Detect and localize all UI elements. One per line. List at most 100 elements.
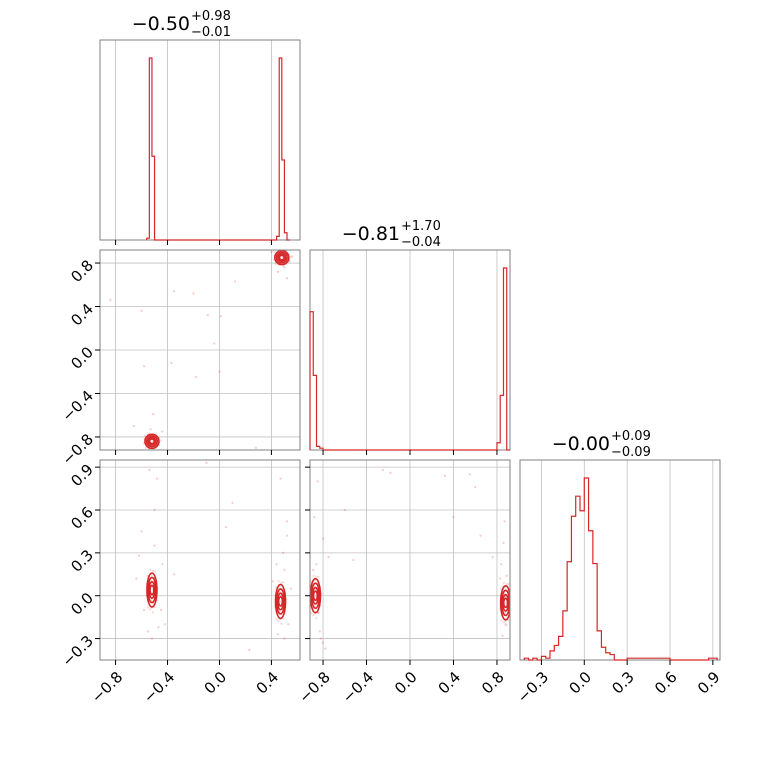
pair-panel-1-ytick-label: −0.8 xyxy=(59,430,97,468)
pair-panel-3-sample-point xyxy=(443,474,446,477)
pair-panel-3-sample-point xyxy=(315,563,318,566)
pair-panel-1-ytick-label: 0.8 xyxy=(67,256,97,286)
pair-panel-1-sample-point xyxy=(233,280,237,283)
pair-panel-2-sample-point xyxy=(159,608,163,612)
pair-panel-3-sample-point xyxy=(505,574,508,577)
pair-panel-2-cluster-point xyxy=(149,568,152,572)
pair-panel-3-cluster-point xyxy=(499,587,503,590)
pair-panel-1-sample-point xyxy=(194,375,198,379)
pair-panel-3-sample-point xyxy=(381,468,385,472)
pair-panel-1-sample-point xyxy=(172,290,176,293)
pair-panel-2-xtick-label: −0.4 xyxy=(140,668,178,706)
pair-panel-1-sample-point xyxy=(270,250,273,254)
pair-panel-2-ytick-label: 0.0 xyxy=(67,589,97,619)
pair-panel-3-sample-point xyxy=(499,577,502,580)
pair-panel-3-cluster-point xyxy=(312,613,315,617)
pair-panel-3-contour xyxy=(502,593,510,612)
pair-panel-3-sample-point xyxy=(501,634,504,637)
pair-panel-3-sample-point xyxy=(474,485,477,489)
pair-panel-3-xtick-label: 0.4 xyxy=(435,668,465,698)
pair-panel-2-cluster-point xyxy=(280,622,283,626)
pair-panel-1-sample-point xyxy=(132,424,135,428)
pair-panel-2-sample-point xyxy=(285,520,289,523)
pair-panel-3-sample-point xyxy=(352,558,355,562)
pair-panel-1-sample-point xyxy=(109,298,112,302)
pair-panel-1-sample-point xyxy=(152,412,155,416)
pair-panel-2-sample-point xyxy=(205,461,208,465)
pair-panel-3-sample-point xyxy=(343,508,346,512)
pair-panel-2-ytick-label: 0.3 xyxy=(67,546,97,576)
pair-panel-3-sample-point xyxy=(317,611,320,615)
pair-panel-2-sample-point xyxy=(281,551,285,555)
pair-panel-2-sample-point xyxy=(289,587,293,590)
pair-panel-2-cluster-point xyxy=(146,574,149,577)
pair-panel-1-ytick-label: 0.0 xyxy=(67,343,97,373)
pair-panel-1-cluster-point xyxy=(282,264,285,268)
pair-panel-3-contour xyxy=(499,585,510,621)
pair-panel-2-sample-point xyxy=(248,648,251,652)
pair-panel-2-contour xyxy=(146,572,158,608)
hist-panel-2-title-value: −0.81 xyxy=(342,223,400,245)
pair-panel-3-cluster-point xyxy=(507,582,510,586)
pair-panel-1-sample-point xyxy=(170,361,173,365)
pair-panel-1-sample-point xyxy=(283,266,286,269)
pair-panel-1-sample-point xyxy=(206,314,209,317)
pair-panel-2-cluster-point xyxy=(151,611,155,614)
pair-panel-3-sample-point xyxy=(504,623,507,626)
pair-panel-2-sample-point xyxy=(224,525,228,529)
pair-panel-2-sample-point xyxy=(285,534,289,537)
hist-panel-3-xtick-label: 0.9 xyxy=(694,668,724,698)
pair-panel-2-cluster-point xyxy=(277,619,280,622)
pair-panel-2-sample-point xyxy=(157,625,160,629)
pair-panel-2-sample-point xyxy=(287,623,290,626)
pair-panel-3-sample-point xyxy=(321,537,325,540)
pair-panel-3-sample-point xyxy=(313,515,316,519)
pair-panel-3-sample-point xyxy=(468,473,471,476)
pair-panel-2-sample-point xyxy=(155,477,159,480)
pair-panel-1-sample-point xyxy=(291,255,294,258)
pair-panel-1-sample-point xyxy=(142,365,146,368)
pair-panel-1-contour xyxy=(148,438,156,445)
pair-panel-2-sample-point xyxy=(283,568,286,572)
pair-panel-2-sample-point xyxy=(142,608,146,612)
pair-panel-2-contour xyxy=(274,583,287,620)
pair-panel-3-sample-point xyxy=(316,480,319,483)
pair-panel-1-sample-point xyxy=(161,430,164,433)
pair-panel-3-xtick-label: −0.8 xyxy=(295,668,333,706)
pair-panel-2-frame xyxy=(99,459,301,661)
pair-panel-3-sample-point xyxy=(452,515,455,519)
pair-panel-2-sample-point xyxy=(135,577,138,580)
pair-panel-3-content xyxy=(310,468,510,650)
hist-panel-1-title-lower: −0.01 xyxy=(191,25,231,40)
pair-panel-3-cluster-point xyxy=(505,624,508,627)
pair-panel-2-cluster-point xyxy=(146,606,150,609)
hist-panel-3-title-upper: +0.09 xyxy=(611,429,651,444)
pair-panel-2-cluster-point xyxy=(282,581,285,584)
hist-panel-1-histogram xyxy=(146,57,290,241)
pair-panel-3-cluster-point xyxy=(315,617,318,620)
pair-panel-1-cluster-point xyxy=(159,439,162,442)
pair-panel-3-cluster-point xyxy=(310,612,313,615)
pair-panel-2-cluster-point xyxy=(274,586,278,589)
pair-panel-3-sample-point xyxy=(327,555,330,559)
pair-panel-1-sample-point xyxy=(218,370,221,373)
pair-panel-1-contour xyxy=(145,435,159,448)
pair-panel-2-sample-point xyxy=(275,563,278,566)
pair-panel-1-sample-point xyxy=(213,342,216,345)
pair-panel-3-cluster-point xyxy=(502,581,505,584)
pair-panel-3-sample-point xyxy=(319,637,323,640)
pair-panel-2-cluster-point xyxy=(275,617,278,621)
pair-panel-3-cluster-point xyxy=(500,619,503,622)
pair-panel-2-sample-point xyxy=(150,637,154,640)
pair-panel-1-sample-point xyxy=(276,270,280,273)
pair-panel-2-xtick-label: 0.0 xyxy=(201,668,231,698)
hist-panel-3-xtick-label: 0.6 xyxy=(651,668,681,698)
pair-panel-2-sample-point xyxy=(231,501,234,505)
pair-panel-3-sample-point xyxy=(321,641,325,645)
pair-panel-2-cluster-point xyxy=(277,580,280,583)
pair-panel-2-cluster-point xyxy=(278,610,281,613)
pair-panel-2-sample-point xyxy=(283,637,286,640)
pair-panel-3-sample-point xyxy=(479,534,482,537)
pair-panel-1-sample-point xyxy=(140,309,143,313)
